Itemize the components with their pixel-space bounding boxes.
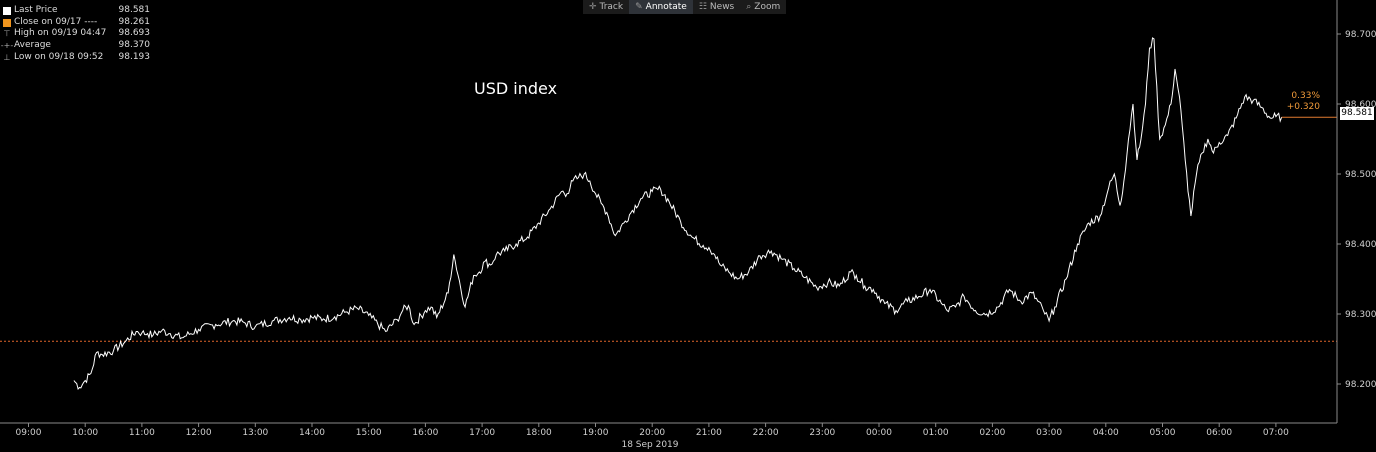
last-price-axis-label: 98.581	[1340, 107, 1374, 120]
annotate-button[interactable]: ✎ Annotate	[629, 0, 693, 14]
low-marker-icon: ⊥	[3, 52, 11, 62]
legend-label: High on 09/19 04:47	[14, 28, 107, 39]
y-tick-label: 98.600	[1345, 100, 1376, 110]
legend-label: Low on 09/18 09:52	[14, 51, 104, 62]
magnifier-icon: ⌕	[746, 2, 752, 12]
y-tick-label: 98.200	[1345, 380, 1376, 390]
x-tick-label: 12:00	[186, 428, 212, 438]
x-tick-label: 09:00	[16, 428, 42, 438]
annotate-label: Annotate	[645, 2, 687, 12]
crosshair-icon: ✛	[589, 2, 597, 12]
chart-legend: Last Price 98.581 Close on 09/17 ---- 98…	[0, 5, 151, 64]
legend-value: 98.261	[118, 16, 151, 27]
x-tick-label: 01:00	[923, 428, 949, 438]
x-axis: 09:00 10:00 11:00 12:00 13:00 14:00 15:00 16:00…	[0, 422, 1337, 450]
x-tick-label: 23:00	[809, 428, 835, 438]
news-label: News	[709, 2, 735, 12]
x-tick-label: 21:00	[696, 428, 722, 438]
x-tick-label: 07:00	[1263, 428, 1289, 438]
legend-row-high[interactable]: ⊤ High on 09/19 04:47 98.693	[2, 28, 150, 40]
high-marker-icon: ⊤	[3, 29, 11, 39]
legend-value: 98.193	[118, 51, 151, 62]
x-tick-label: 11:00	[129, 428, 155, 438]
x-tick-label: 16:00	[412, 428, 438, 438]
y-tick-label: 98.500	[1345, 170, 1376, 180]
y-axis: 98.200 98.300 98.400 98.500 98.600 98.700	[1336, 0, 1376, 423]
legend-value: 98.581	[118, 5, 151, 15]
legend-label: Average	[14, 40, 51, 51]
percent-change-label: 0.33%	[1291, 91, 1320, 101]
legend-row-average[interactable]: -+- Average 98.370	[0, 40, 151, 52]
chart-title: USD index	[474, 79, 558, 98]
date-label: 18 Sep 2019	[621, 440, 678, 450]
price-series-line	[73, 37, 1283, 391]
x-tick-label: 20:00	[639, 428, 665, 438]
legend-label: Last Price	[14, 5, 58, 15]
x-tick-label: 14:00	[299, 428, 325, 438]
x-tick-label: 22:00	[753, 428, 779, 438]
x-tick-label: 15:00	[356, 428, 382, 438]
legend-row-last-price[interactable]: Last Price 98.581	[2, 5, 150, 17]
track-button[interactable]: ✛ Track	[583, 0, 629, 14]
x-tick-label: 05:00	[1150, 428, 1176, 438]
close-swatch-icon	[3, 18, 11, 27]
zoom-button[interactable]: ⌕ Zoom	[740, 0, 786, 14]
x-tick-label: 13:00	[242, 428, 268, 438]
news-button[interactable]: ☷ News	[693, 0, 740, 14]
x-tick-label: 06:00	[1206, 428, 1232, 438]
legend-value: 98.693	[118, 28, 151, 39]
x-tick-label: 17:00	[469, 428, 495, 438]
last-price-swatch-icon	[3, 6, 11, 15]
x-tick-label: 02:00	[979, 428, 1005, 438]
average-marker-icon: -+-	[0, 40, 14, 50]
x-tick-label: 00:00	[866, 428, 892, 438]
x-tick-label: 03:00	[1036, 428, 1062, 438]
legend-row-low[interactable]: ⊥ Low on 09/18 09:52 98.193	[2, 52, 150, 64]
legend-value: 98.370	[118, 40, 151, 51]
y-tick-label: 98.700	[1345, 30, 1376, 40]
track-label: Track	[599, 2, 624, 12]
y-tick-label: 98.300	[1345, 310, 1376, 320]
x-tick-label: 19:00	[583, 428, 609, 438]
y-tick-label: 98.400	[1345, 240, 1376, 250]
pencil-icon: ✎	[635, 2, 643, 12]
news-icon: ☷	[698, 2, 707, 12]
zoom-label: Zoom	[754, 2, 781, 12]
legend-label: Close on 09/17 ----	[14, 16, 98, 27]
absolute-change-label: +0.320	[1286, 102, 1320, 112]
x-tick-label: 04:00	[1093, 428, 1119, 438]
x-tick-label: 18:00	[526, 428, 552, 438]
x-tick-label: 10:00	[72, 428, 98, 438]
legend-row-close[interactable]: Close on 09/17 ---- 98.261	[2, 17, 150, 29]
chart-toolbar: ✛ Track ✎ Annotate ☷ News ⌕ Zoom	[583, 0, 787, 14]
